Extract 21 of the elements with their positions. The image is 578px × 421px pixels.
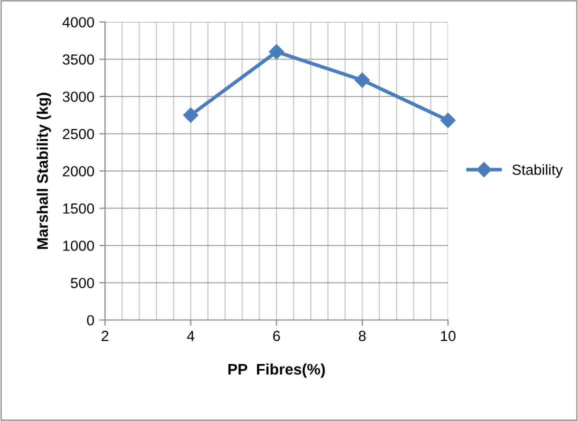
y-tick-label: 2500 — [62, 128, 94, 140]
point — [183, 108, 198, 123]
x-tick-label: 2 — [102, 330, 108, 341]
y-tick-label: 3500 — [62, 54, 94, 65]
x-axis-title: PP Fibres(%) — [228, 363, 325, 378]
x-tick-label: 6 — [273, 330, 280, 342]
y-tick-label: 4000 — [62, 17, 94, 28]
y-tick-label: 1000 — [63, 240, 94, 251]
point — [440, 112, 456, 128]
point — [268, 44, 284, 60]
legend-label: Stability — [512, 164, 563, 178]
y-tick-label: 2000 — [62, 166, 94, 176]
y-tick-label: 500 — [70, 278, 94, 288]
y-tick-label: 0 — [87, 315, 94, 326]
point — [354, 72, 370, 88]
y-tick-label: 1500 — [63, 203, 94, 214]
x-tick-label: 8 — [358, 330, 366, 342]
x-tick-label: 4 — [187, 330, 194, 341]
y-tick-label: 3000 — [62, 92, 94, 102]
x-tick-label: 10 — [441, 330, 456, 342]
y-axis-title: Marshall Stability (kg) — [36, 92, 52, 249]
